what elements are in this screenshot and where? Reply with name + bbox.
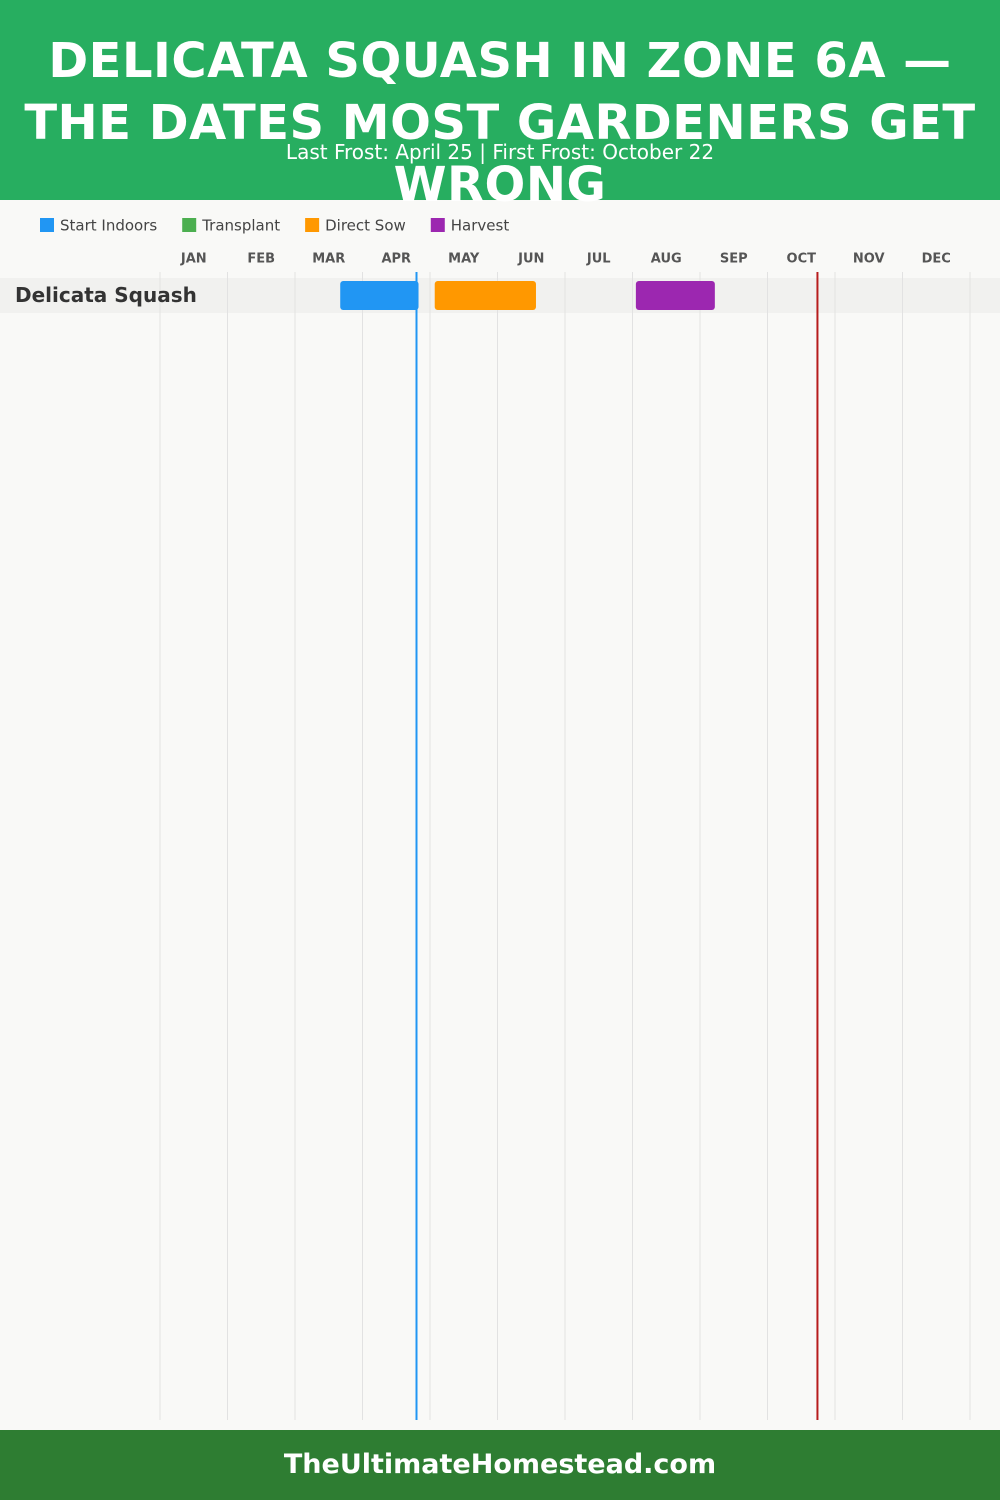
month-label: DEC bbox=[922, 252, 951, 267]
month-label: NOV bbox=[853, 252, 885, 267]
legend-label: Harvest bbox=[451, 217, 510, 235]
footer: TheUltimateHomestead.com bbox=[0, 1430, 1000, 1500]
chart-title: DELICATA SQUASH IN ZONE 6A — THE DATES M… bbox=[24, 33, 976, 213]
month-label: FEB bbox=[247, 252, 275, 267]
legend-swatch bbox=[182, 218, 197, 232]
bar bbox=[340, 281, 419, 310]
month-label: MAR bbox=[312, 252, 345, 267]
month-label: OCT bbox=[787, 252, 817, 267]
legend-swatch bbox=[40, 218, 54, 232]
legend-label: Transplant bbox=[201, 217, 280, 235]
month-label: MAY bbox=[448, 252, 480, 267]
legend-swatch bbox=[305, 218, 320, 232]
header-bg bbox=[0, 0, 1000, 200]
bar bbox=[635, 281, 715, 310]
month-label: JAN bbox=[180, 252, 207, 267]
month-label: JUL bbox=[586, 252, 611, 267]
month-label: AUG bbox=[651, 252, 682, 267]
bar bbox=[434, 281, 536, 310]
month-label: JUN bbox=[517, 252, 544, 267]
row-label: Delicata Squash bbox=[15, 283, 197, 307]
month-label: APR bbox=[381, 252, 411, 267]
legend-label: Start Indoors bbox=[60, 217, 157, 235]
month-label: SEP bbox=[720, 252, 748, 267]
legend-label: Direct Sow bbox=[325, 217, 406, 235]
chart-subtitle: Last Frost: April 25 | First Frost: Octo… bbox=[285, 140, 715, 164]
legend-swatch bbox=[430, 218, 445, 232]
